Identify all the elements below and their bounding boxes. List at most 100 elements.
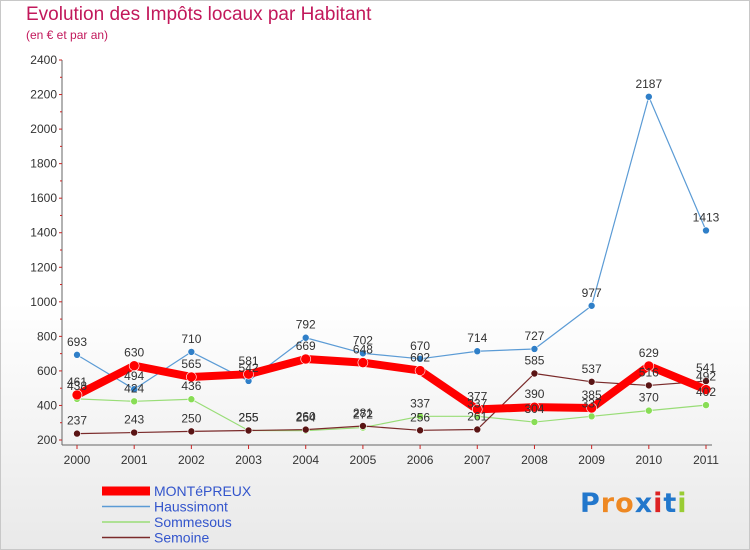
- data-label-mont-preux: 629: [639, 346, 659, 360]
- data-label-semoine: 255: [239, 411, 259, 425]
- x-tick-label: 2001: [121, 453, 148, 467]
- data-point-sommesous: [645, 406, 653, 415]
- x-tick-label: 2000: [64, 453, 91, 467]
- data-point-mont-preux: [71, 389, 83, 401]
- proxiti-logo: Proxiti: [580, 488, 688, 519]
- data-label-semoine: 237: [67, 414, 87, 428]
- data-point-sommesous: [702, 401, 710, 409]
- data-label-semoine: 260: [296, 410, 316, 424]
- logo-letter: r: [600, 488, 616, 519]
- y-tick-label: 2000: [30, 122, 57, 136]
- data-label-mont-preux: 377: [467, 389, 487, 403]
- data-label-haussimont: 702: [353, 333, 373, 347]
- data-point-sommesous: [587, 412, 596, 421]
- y-tick-label: 400: [37, 398, 57, 412]
- data-point-semoine: [244, 426, 253, 435]
- data-point-semoine: [187, 427, 196, 436]
- data-point-sommesous: [130, 397, 138, 406]
- data-point-mont-preux: [243, 368, 254, 380]
- data-label-haussimont: 494: [124, 369, 144, 383]
- logo-letter: t: [663, 488, 678, 519]
- data-label-semoine: 243: [124, 413, 144, 427]
- data-point-haussimont: [702, 226, 710, 235]
- data-label-sommesous: 436: [181, 379, 201, 393]
- data-label-haussimont: 710: [181, 332, 201, 346]
- data-point-mont-preux: [128, 360, 140, 372]
- data-point-semoine: [587, 377, 596, 386]
- x-tick-label: 2006: [407, 453, 434, 467]
- data-label-mont-preux: 461: [67, 375, 87, 389]
- data-point-haussimont: [301, 333, 310, 342]
- data-label-sommesous: 438: [67, 379, 87, 393]
- y-tick-label: 600: [37, 364, 57, 378]
- y-tick-label: 200: [37, 433, 57, 447]
- y-tick-label: 800: [37, 329, 57, 343]
- x-tick-label: 2011: [693, 453, 719, 467]
- data-point-semoine: [645, 381, 653, 390]
- data-point-mont-preux: [414, 365, 426, 376]
- data-point-semoine: [359, 422, 367, 430]
- data-label-haussimont: 714: [467, 331, 487, 345]
- data-point-mont-preux: [357, 357, 369, 368]
- data-label-mont-preux: 669: [296, 339, 316, 353]
- series-line-sommesous: [76, 398, 707, 432]
- x-tick-label: 2004: [292, 453, 319, 467]
- data-point-mont-preux: [186, 371, 197, 383]
- data-label-mont-preux: 492: [696, 370, 716, 384]
- data-label-haussimont: 693: [67, 335, 87, 349]
- data-label-haussimont: 670: [410, 339, 430, 353]
- data-label-semoine: 261: [467, 409, 487, 423]
- data-label-haussimont: 1413: [693, 210, 720, 224]
- data-label-semoine: 516: [639, 365, 659, 379]
- y-tick-label: 1800: [30, 157, 57, 171]
- x-tick-label: 2002: [178, 453, 205, 467]
- legend-label-haussimont: Haussimont: [154, 499, 228, 515]
- data-label-semoine: 256: [410, 410, 430, 424]
- data-label-mont-preux: 390: [524, 387, 544, 401]
- data-label-mont-preux: 565: [181, 357, 201, 371]
- logo-letter: o: [615, 488, 635, 519]
- data-label-mont-preux: 602: [410, 351, 430, 365]
- data-point-semoine: [73, 429, 81, 438]
- chart-title: Evolution des Impôts locaux par Habitant: [26, 4, 372, 25]
- data-label-mont-preux: 581: [239, 354, 259, 368]
- data-label-sommesous: 272: [353, 408, 373, 422]
- data-point-mont-preux: [643, 360, 655, 372]
- data-point-haussimont: [187, 348, 196, 356]
- x-tick-label: 2010: [635, 453, 662, 467]
- y-tick-label: 1000: [30, 295, 57, 309]
- data-label-semoine: 250: [181, 411, 201, 425]
- data-point-semoine: [473, 425, 482, 434]
- data-label-haussimont: 2187: [635, 77, 662, 91]
- y-tick-label: 2200: [30, 88, 57, 102]
- data-label-sommesous: 370: [639, 391, 659, 405]
- data-label-mont-preux: 630: [124, 346, 144, 360]
- data-point-semoine: [130, 428, 138, 437]
- data-point-semoine: [301, 425, 310, 434]
- data-point-semoine: [416, 426, 424, 435]
- data-label-sommesous: 424: [124, 381, 144, 395]
- data-label-sommesous: 337: [582, 396, 602, 410]
- logo-letter: x: [634, 488, 654, 519]
- x-tick-label: 2003: [235, 453, 262, 467]
- data-label-semoine: 585: [524, 354, 544, 368]
- data-point-mont-preux: [529, 401, 540, 413]
- data-label-haussimont: 727: [524, 329, 544, 343]
- legend-label-semoine: Semoine: [154, 530, 209, 546]
- data-label-haussimont: 977: [582, 286, 602, 300]
- data-point-haussimont: [73, 351, 81, 359]
- data-point-haussimont: [416, 355, 424, 363]
- x-tick-label: 2007: [464, 453, 491, 467]
- data-point-haussimont: [359, 349, 367, 358]
- data-point-mont-preux: [300, 353, 312, 365]
- data-label-semoine: 537: [582, 362, 602, 376]
- data-point-sommesous: [187, 395, 196, 404]
- chart-subtitle: (en € et par an): [26, 28, 109, 42]
- data-point-haussimont: [130, 385, 138, 394]
- data-point-haussimont: [645, 92, 653, 101]
- y-tick-label: 1400: [30, 226, 57, 240]
- series-line-mont-preux: [75, 354, 708, 414]
- data-point-haussimont: [473, 347, 482, 356]
- data-label-sommesous: 255: [239, 411, 259, 425]
